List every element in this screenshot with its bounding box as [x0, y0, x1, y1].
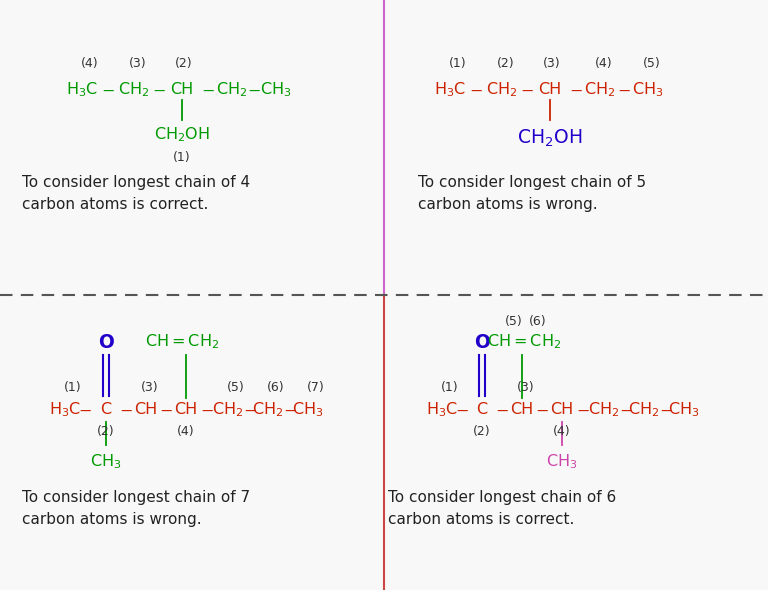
Text: $-$: $-$ [159, 402, 173, 418]
Text: CH$_2$: CH$_2$ [212, 401, 243, 419]
Text: $-$: $-$ [101, 83, 115, 97]
Text: (3): (3) [129, 57, 147, 70]
Text: CH: CH [551, 402, 574, 418]
Text: (7): (7) [307, 382, 325, 395]
Text: CH$_2$: CH$_2$ [584, 81, 616, 99]
Text: H$_3$C: H$_3$C [426, 401, 458, 419]
Text: (3): (3) [543, 57, 561, 70]
Text: (4): (4) [553, 425, 571, 438]
Text: C: C [101, 402, 111, 418]
Text: CH: CH [170, 83, 194, 97]
Text: $-$: $-$ [78, 402, 92, 418]
Text: (2): (2) [98, 425, 114, 438]
Text: CH$_2$OH: CH$_2$OH [518, 127, 583, 149]
Text: (5): (5) [505, 316, 523, 329]
Text: CH$_2$: CH$_2$ [628, 401, 660, 419]
Text: To consider longest chain of 5
carbon atoms is wrong.: To consider longest chain of 5 carbon at… [418, 175, 646, 212]
Text: (6): (6) [529, 316, 547, 329]
Text: (6): (6) [267, 382, 285, 395]
Text: (4): (4) [595, 57, 613, 70]
Text: To consider longest chain of 6
carbon atoms is correct.: To consider longest chain of 6 carbon at… [388, 490, 616, 527]
Text: CH$_3$: CH$_3$ [546, 453, 578, 471]
Text: CH: CH [538, 83, 561, 97]
Text: $-$: $-$ [619, 402, 633, 418]
Text: CH: CH [134, 402, 157, 418]
Text: CH$_2$: CH$_2$ [118, 81, 150, 99]
Text: $-$: $-$ [243, 402, 257, 418]
Text: O: O [98, 333, 114, 352]
Text: (1): (1) [441, 382, 458, 395]
Text: $-$: $-$ [659, 402, 673, 418]
Text: (2): (2) [497, 57, 515, 70]
Text: H$_3$C: H$_3$C [434, 81, 466, 99]
Text: CH$_3$: CH$_3$ [668, 401, 700, 419]
Text: $-$: $-$ [200, 402, 214, 418]
Text: $-$: $-$ [119, 402, 133, 418]
Text: (2): (2) [473, 425, 491, 438]
Text: CH$_3$: CH$_3$ [632, 81, 664, 99]
Text: To consider longest chain of 7
carbon atoms is wrong.: To consider longest chain of 7 carbon at… [22, 490, 250, 527]
Text: CH$_2$: CH$_2$ [588, 401, 620, 419]
Text: CH$=$CH$_2$: CH$=$CH$_2$ [145, 333, 219, 352]
Text: CH: CH [174, 402, 197, 418]
Text: CH$_2$: CH$_2$ [217, 81, 247, 99]
Text: CH$=$CH$_2$: CH$=$CH$_2$ [487, 333, 561, 352]
Text: (4): (4) [177, 425, 195, 438]
Text: $-$: $-$ [535, 402, 549, 418]
Text: $-$: $-$ [576, 402, 590, 418]
Text: $-$: $-$ [469, 83, 483, 97]
Text: (5): (5) [643, 57, 661, 70]
Text: CH$_3$: CH$_3$ [260, 81, 292, 99]
Text: (3): (3) [517, 382, 535, 395]
Text: CH$_2$: CH$_2$ [486, 81, 518, 99]
Text: C: C [476, 402, 488, 418]
Text: (2): (2) [175, 57, 193, 70]
Text: H$_3$C: H$_3$C [66, 81, 98, 99]
Text: H$_3$C: H$_3$C [49, 401, 81, 419]
Text: O: O [474, 333, 490, 352]
Text: $-$: $-$ [520, 83, 534, 97]
Text: CH$_2$OH: CH$_2$OH [154, 126, 210, 145]
Text: CH$_3$: CH$_3$ [91, 453, 122, 471]
Text: $-$: $-$ [617, 83, 631, 97]
Text: CH: CH [511, 402, 534, 418]
Text: $-$: $-$ [455, 402, 469, 418]
Text: (5): (5) [227, 382, 245, 395]
Text: $-$: $-$ [569, 83, 583, 97]
Text: CH$_3$: CH$_3$ [293, 401, 324, 419]
Text: (1): (1) [174, 150, 190, 163]
Text: (1): (1) [65, 382, 82, 395]
Text: (4): (4) [81, 57, 99, 70]
Text: To consider longest chain of 4
carbon atoms is correct.: To consider longest chain of 4 carbon at… [22, 175, 250, 212]
Text: $-$: $-$ [201, 83, 215, 97]
Text: $-$: $-$ [247, 83, 261, 97]
Text: CH$_2$: CH$_2$ [253, 401, 283, 419]
Text: (3): (3) [141, 382, 159, 395]
Text: $-$: $-$ [495, 402, 509, 418]
Text: $-$: $-$ [152, 83, 166, 97]
Text: (1): (1) [449, 57, 467, 70]
Text: $-$: $-$ [283, 402, 297, 418]
